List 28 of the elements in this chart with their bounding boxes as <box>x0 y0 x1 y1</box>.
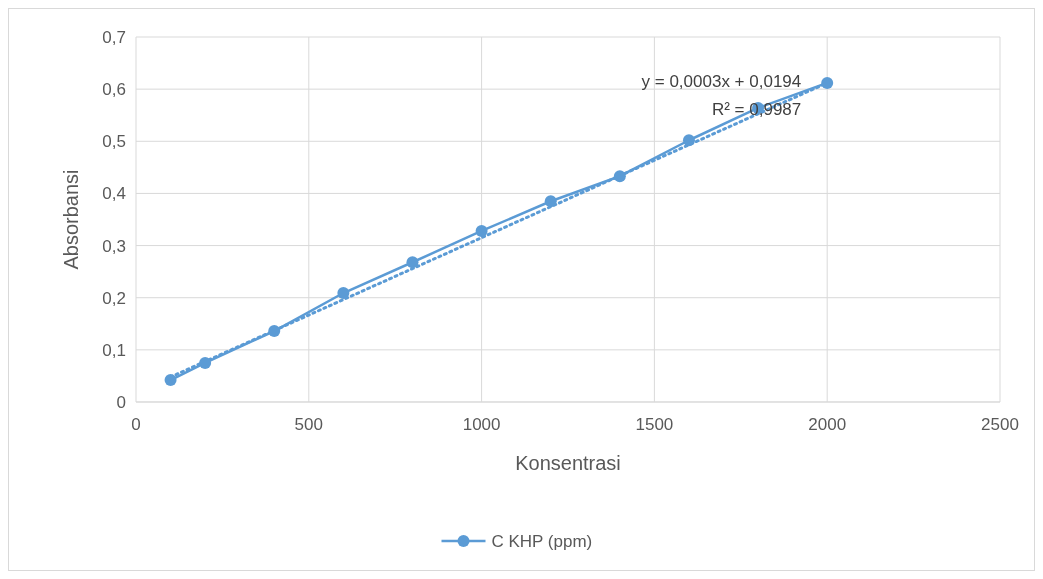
point <box>406 256 419 269</box>
x-tick-label: 2500 <box>981 415 1019 434</box>
y-tick-label: 0,6 <box>102 80 126 100</box>
y-tick-label: 0,1 <box>102 340 126 360</box>
x-tick-label: 0 <box>131 415 141 434</box>
y-tick-label: 0,3 <box>102 236 126 256</box>
y-tick-label: 0 <box>116 392 126 412</box>
y-tick-label: 0,7 <box>102 27 126 47</box>
point <box>268 325 281 338</box>
point <box>199 356 212 369</box>
point <box>682 134 695 147</box>
point <box>821 76 834 89</box>
y-tick-label: 0,4 <box>102 184 126 204</box>
x-tick-label: 1500 <box>635 415 674 434</box>
legend-label: C KHP (ppm) <box>491 531 593 551</box>
x-tick-label: 2000 <box>808 415 847 434</box>
point <box>475 224 488 237</box>
point <box>337 287 350 300</box>
point <box>544 195 557 208</box>
annotation: y = 0,0003x + 0,0194 <box>641 72 802 91</box>
x-axis-title: Konsentrasi <box>515 452 621 474</box>
y-axis-title: Absorbansi <box>60 169 82 270</box>
x-tick-label: 1000 <box>462 415 501 434</box>
y-tick-label: 0,5 <box>102 132 126 152</box>
point <box>613 170 626 183</box>
point <box>164 374 177 387</box>
x-tick-label: 500 <box>294 415 323 434</box>
y-tick-label: 0,2 <box>102 288 126 308</box>
